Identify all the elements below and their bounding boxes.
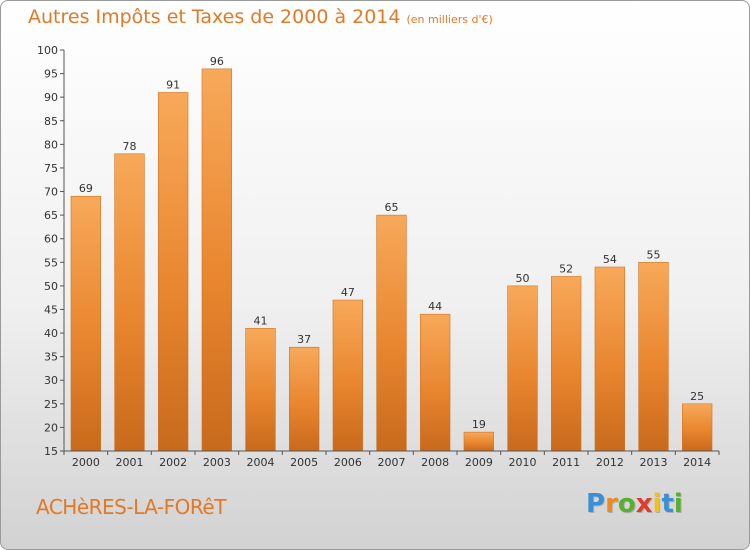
bars: 69 78 91 96 41 37 47 65 44 19 50 52 54 55 25: [70, 55, 713, 452]
x-tick-label-2000: 2000: [72, 456, 100, 469]
bar-2003[interactable]: [201, 68, 232, 452]
y-tick-label: 35: [44, 351, 58, 364]
y-tick-label: 30: [44, 374, 58, 387]
logo-letter: P: [586, 489, 606, 519]
value-label-2011: 52: [559, 262, 573, 275]
value-label-2009: 19: [472, 418, 486, 431]
x-tick-label-2011: 2011: [552, 456, 580, 469]
bar-2009[interactable]: [463, 431, 494, 452]
y-tick-label: 85: [44, 115, 58, 128]
x-tick-label-2008: 2008: [421, 456, 449, 469]
value-label-2013: 55: [647, 248, 661, 261]
bar-2007[interactable]: [376, 214, 407, 452]
logo-letter: x: [635, 489, 653, 519]
logo-letter: i: [673, 489, 683, 519]
y-axis: 15 20 25 30 35 40 45 50 55 60 65 70 75 80 85 90 95 100: [37, 44, 65, 458]
y-tick-label: 55: [44, 256, 58, 269]
bar-2013[interactable]: [638, 261, 669, 452]
x-tick-label-2012: 2012: [596, 456, 624, 469]
bar-2005[interactable]: [289, 346, 320, 452]
x-tick-label-2002: 2002: [159, 456, 187, 469]
y-tick-label: 100: [37, 44, 58, 57]
value-label-2003: 96: [210, 55, 224, 68]
value-label-2006: 47: [341, 286, 355, 299]
bar-2001[interactable]: [114, 153, 145, 452]
value-label-2014: 25: [690, 390, 704, 403]
title-row: Autres Impôts et Taxes de 2000 à 2014 (en…: [28, 6, 493, 28]
x-tick-label-2013: 2013: [640, 456, 668, 469]
value-label-2000: 69: [79, 182, 93, 195]
y-tick-label: 90: [44, 91, 58, 104]
bar-2012[interactable]: [594, 266, 625, 452]
x-tick-label-2001: 2001: [116, 456, 144, 469]
y-tick-label: 50: [44, 280, 58, 293]
commune-name: ACHèRES-LA-FORêT: [36, 495, 226, 519]
value-label-2008: 44: [428, 300, 442, 313]
value-label-2002: 91: [166, 78, 180, 91]
logo-letter: o: [617, 489, 636, 519]
bar-2004[interactable]: [245, 328, 276, 452]
x-tick-label-2004: 2004: [247, 456, 275, 469]
y-tick-label: 20: [44, 421, 58, 434]
value-label-2010: 50: [516, 272, 530, 285]
value-label-2005: 37: [297, 333, 311, 346]
bar-2006[interactable]: [332, 299, 363, 452]
value-label-2001: 78: [123, 140, 137, 153]
x-tick-label-2006: 2006: [334, 456, 362, 469]
logo-letter: r: [605, 489, 618, 519]
chart-subtitle: (en milliers d'€): [406, 13, 493, 26]
chart-title: Autres Impôts et Taxes de 2000 à 2014: [28, 6, 401, 28]
x-tick-label-2007: 2007: [378, 456, 406, 469]
y-tick-label: 75: [44, 162, 58, 175]
x-tick-label-2003: 2003: [203, 456, 231, 469]
y-tick-label: 95: [44, 68, 58, 81]
y-tick-label: 25: [44, 398, 58, 411]
y-tick-label: 45: [44, 303, 58, 316]
bar-2010[interactable]: [507, 285, 538, 452]
x-tick-label-2014: 2014: [683, 456, 711, 469]
y-tick-label: 65: [44, 209, 58, 222]
logo-letter: t: [661, 489, 674, 519]
x-tick-label-2010: 2010: [509, 456, 537, 469]
value-label-2012: 54: [603, 253, 617, 266]
bar-2002[interactable]: [158, 92, 189, 452]
y-tick-label: 80: [44, 138, 58, 151]
x-tick-label-2009: 2009: [465, 456, 493, 469]
value-label-2007: 65: [385, 201, 399, 214]
value-label-2004: 41: [254, 314, 268, 327]
bar-2000[interactable]: [70, 195, 101, 452]
proxiti-logo[interactable]: Proxiti: [586, 489, 683, 519]
bar-2014[interactable]: [682, 403, 713, 452]
x-tick-label-2005: 2005: [290, 456, 318, 469]
logo-letter: i: [652, 489, 662, 519]
y-tick-label: 70: [44, 186, 58, 199]
y-tick-label: 40: [44, 327, 58, 340]
bar-2008[interactable]: [420, 313, 451, 452]
y-tick-label: 60: [44, 233, 58, 246]
bar-2011[interactable]: [551, 276, 582, 452]
x-axis: 2000 2001 2002 2003 2004 2005 2006 2007 2008 2009…: [63, 450, 720, 469]
y-tick-label: 15: [44, 445, 58, 458]
